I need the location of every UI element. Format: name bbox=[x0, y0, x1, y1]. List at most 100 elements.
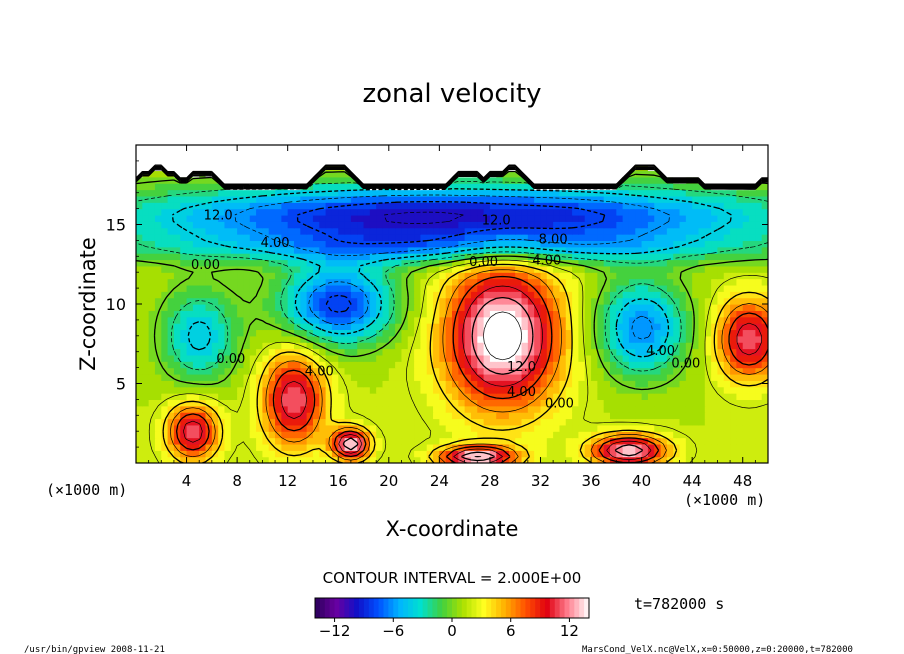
field-cell bbox=[306, 380, 314, 388]
field-cell bbox=[698, 399, 706, 407]
field-cell bbox=[268, 246, 276, 254]
field-cell bbox=[496, 373, 504, 381]
field-cell bbox=[401, 164, 409, 172]
field-cell bbox=[306, 234, 314, 241]
field-cell bbox=[559, 310, 567, 318]
field-cell bbox=[546, 253, 554, 261]
field-cell bbox=[306, 151, 314, 159]
field-cell bbox=[723, 456, 731, 463]
field-cell bbox=[591, 304, 598, 311]
field-cell bbox=[249, 259, 257, 267]
field-cell bbox=[673, 214, 681, 222]
field-cell bbox=[730, 348, 737, 356]
field-cell bbox=[565, 227, 573, 235]
field-cell bbox=[515, 335, 523, 343]
field-cell bbox=[483, 221, 491, 229]
field-cell bbox=[610, 373, 617, 381]
field-cell bbox=[426, 386, 434, 394]
field-cell bbox=[635, 380, 643, 388]
field-cell bbox=[515, 176, 523, 184]
field-cell bbox=[142, 443, 150, 451]
field-cell bbox=[761, 164, 768, 172]
field-cell bbox=[407, 450, 415, 458]
field-cell bbox=[458, 342, 466, 350]
field-cell bbox=[704, 176, 712, 184]
field-cell bbox=[180, 151, 188, 159]
field-cell bbox=[167, 342, 175, 350]
field-cell bbox=[218, 405, 226, 413]
field-cell bbox=[553, 354, 561, 362]
field-cell bbox=[439, 310, 447, 318]
field-cell bbox=[502, 221, 510, 229]
field-cell bbox=[578, 202, 586, 210]
field-cell bbox=[344, 399, 352, 407]
field-cell bbox=[237, 227, 245, 235]
field-cell bbox=[338, 361, 346, 369]
field-cell bbox=[433, 234, 440, 241]
field-cell bbox=[230, 450, 238, 458]
field-cell bbox=[553, 202, 561, 210]
field-cell bbox=[666, 361, 674, 369]
field-cell bbox=[698, 450, 706, 458]
field-cell bbox=[730, 386, 737, 394]
field-cell bbox=[546, 431, 554, 439]
field-cell bbox=[230, 431, 238, 439]
field-cell bbox=[154, 291, 162, 299]
field-cell bbox=[723, 386, 731, 394]
field-cell bbox=[483, 418, 491, 426]
field-cell bbox=[224, 393, 232, 400]
field-cell bbox=[749, 354, 756, 362]
field-cell bbox=[578, 157, 586, 165]
field-cell bbox=[344, 265, 352, 273]
field-cell bbox=[502, 386, 510, 394]
field-cell bbox=[338, 189, 346, 197]
field-cell bbox=[622, 151, 630, 159]
field-cell bbox=[559, 164, 567, 172]
field-cell bbox=[249, 418, 257, 426]
field-cell bbox=[546, 456, 554, 463]
field-cell bbox=[673, 272, 681, 280]
field-cell bbox=[458, 227, 466, 235]
field-cell bbox=[350, 393, 358, 400]
field-cell bbox=[464, 367, 472, 375]
field-cell bbox=[565, 399, 573, 407]
field-cell bbox=[704, 221, 712, 229]
field-cell bbox=[249, 170, 257, 178]
field-cell bbox=[268, 393, 276, 400]
field-cell bbox=[603, 424, 611, 432]
field-cell bbox=[641, 272, 649, 280]
field-cell bbox=[654, 418, 662, 426]
field-cell bbox=[369, 456, 377, 463]
field-cell bbox=[249, 450, 257, 458]
field-cell bbox=[357, 195, 365, 203]
field-cell bbox=[534, 354, 542, 362]
field-cell bbox=[211, 316, 219, 324]
field-cell bbox=[515, 284, 523, 292]
field-cell bbox=[584, 348, 592, 356]
field-cell bbox=[218, 291, 226, 299]
field-cell bbox=[382, 304, 390, 311]
field-cell bbox=[540, 176, 548, 184]
field-cell bbox=[692, 202, 700, 210]
field-cell bbox=[161, 412, 169, 420]
field-cell bbox=[262, 386, 270, 394]
field-cell bbox=[578, 253, 586, 261]
field-cell bbox=[262, 310, 270, 318]
field-cell bbox=[350, 431, 358, 439]
field-cell bbox=[565, 297, 573, 305]
field-cell bbox=[477, 443, 485, 451]
field-cell bbox=[591, 297, 598, 305]
field-cell bbox=[704, 304, 712, 311]
field-cell bbox=[376, 329, 384, 337]
field-cell bbox=[508, 183, 516, 191]
field-cell bbox=[369, 412, 377, 420]
field-cell bbox=[458, 214, 466, 222]
field-cell bbox=[262, 170, 270, 178]
field-cell bbox=[597, 437, 605, 445]
field-cell bbox=[502, 265, 510, 273]
field-cell bbox=[546, 227, 554, 235]
field-cell bbox=[192, 145, 200, 152]
field-cell bbox=[692, 278, 700, 286]
field-cell bbox=[357, 310, 365, 318]
field-cell bbox=[300, 208, 308, 216]
